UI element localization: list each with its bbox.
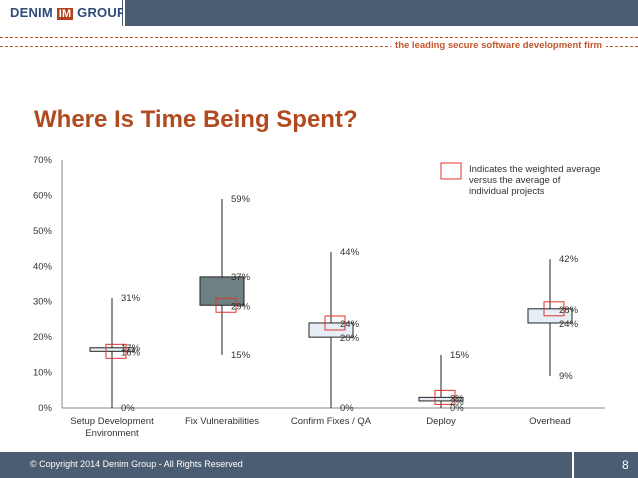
data-label: 15%: [450, 350, 470, 361]
legend-text: individual projects: [469, 186, 545, 197]
data-label: 2%: [450, 397, 464, 408]
box-iqr: [199, 276, 245, 306]
data-label: 37%: [231, 272, 251, 283]
y-tick-label: 50%: [33, 226, 53, 237]
box-iqr: [89, 347, 135, 352]
chart-axes: 0% 10% 20% 30% 40% 50% 60% 70% Setup Development…: [33, 155, 605, 439]
logo-left: DENIM: [10, 5, 53, 20]
data-label: 15%: [231, 350, 251, 361]
chart-marks: 31%17%16%0%59%37%29%15%44%24%20%0%15%3%2…: [89, 194, 579, 414]
x-tick-label: Fix Vulnerabilities: [185, 416, 259, 427]
logo-mark: IM: [56, 8, 74, 20]
y-tick-label: 40%: [33, 261, 53, 272]
dashed-rule-top: [0, 37, 638, 38]
box-iqr: [418, 396, 464, 402]
y-tick-label: 20%: [33, 332, 53, 343]
data-label: 31%: [121, 293, 141, 304]
data-label: 20%: [340, 333, 360, 344]
legend-text: Indicates the weighted average: [469, 164, 601, 175]
page-number: 8: [622, 458, 629, 472]
slide-title: Where Is Time Being Spent?: [34, 106, 358, 133]
weighted-avg-marker: [215, 297, 237, 313]
data-label: 44%: [340, 247, 360, 258]
y-tick-label: 70%: [33, 155, 53, 166]
logo[interactable]: DENIM IM GROUP: [0, 0, 126, 26]
weighted-avg-marker: [105, 343, 127, 359]
dashed-rule-bottom: [0, 46, 638, 47]
header-divider: [123, 0, 125, 26]
header-bar: DENIM IM GROUP: [0, 0, 638, 26]
data-label: 24%: [340, 319, 360, 330]
legend-marker: [440, 162, 462, 180]
data-label: 16%: [121, 347, 141, 358]
logo-right: GROUP: [77, 5, 126, 20]
x-tick-label: Confirm Fixes / QA: [291, 416, 372, 427]
tagline: the leading secure software development …: [391, 40, 606, 51]
x-tick-label: Overhead: [529, 416, 571, 427]
data-label: 3%: [450, 393, 464, 404]
data-label: 17%: [121, 343, 141, 354]
data-label: 28%: [559, 305, 579, 316]
data-label: 42%: [559, 254, 579, 265]
y-tick-label: 30%: [33, 297, 53, 308]
logo-text: DENIM IM GROUP: [10, 5, 126, 20]
data-label: 9%: [559, 371, 573, 382]
weighted-avg-marker: [434, 389, 456, 405]
footer-divider: [572, 452, 574, 478]
legend-text: versus the average of: [469, 175, 561, 186]
y-tick-label: 60%: [33, 190, 53, 201]
x-tick-label: Environment: [85, 428, 139, 439]
y-tick-label: 0%: [38, 403, 52, 414]
footer-bar: © Copyright 2014 Denim Group - All Right…: [0, 452, 638, 478]
data-label: 24%: [559, 319, 579, 330]
data-label: 0%: [450, 403, 464, 414]
data-label: 29%: [231, 301, 251, 312]
x-tick-label: Setup Development: [70, 416, 154, 427]
data-label: 0%: [121, 403, 135, 414]
y-tick-label: 10%: [33, 368, 53, 379]
data-label: 59%: [231, 194, 251, 205]
data-label: 0%: [340, 403, 354, 414]
x-tick-label: Deploy: [426, 416, 456, 427]
weighted-avg-marker: [543, 301, 565, 317]
weighted-avg-marker: [324, 315, 346, 331]
copyright: © Copyright 2014 Denim Group - All Right…: [30, 459, 243, 469]
